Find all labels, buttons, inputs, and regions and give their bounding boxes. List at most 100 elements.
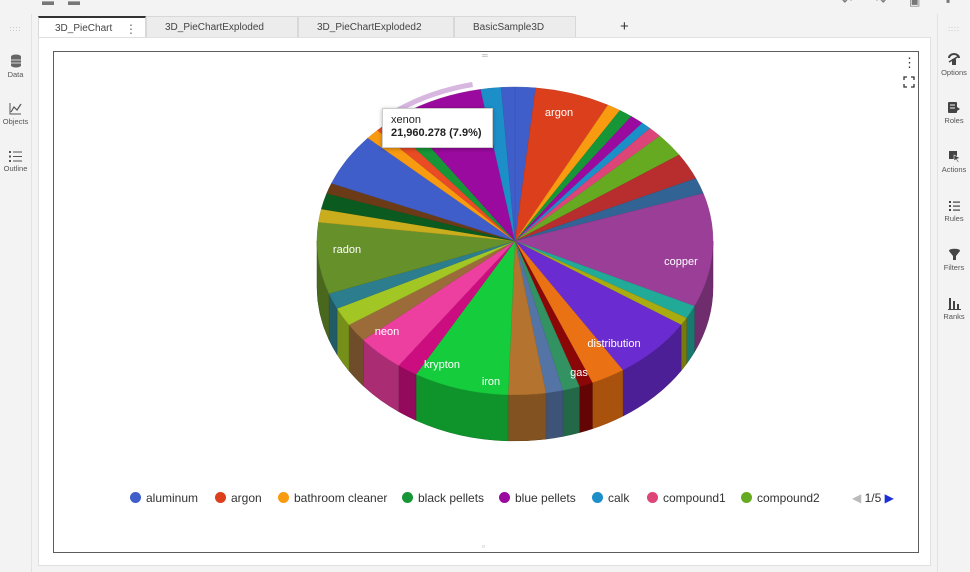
resize-handle-top[interactable]: ═ (482, 51, 488, 60)
tab-menu-icon[interactable]: ⋮ (125, 22, 137, 36)
undo-icon[interactable]: ↶ (842, 0, 853, 8)
pie-labels: argon copper distribution gas iron krypt… (333, 107, 698, 388)
filters-panel-label: Filters (943, 263, 965, 272)
right-panel: :::: Options Roles Actions Rules Filters… (937, 14, 970, 572)
window-control-icon[interactable]: ▬ (42, 0, 54, 8)
pie-slice-side (545, 390, 564, 440)
legend-swatch (499, 492, 510, 503)
legend-label: bathroom cleaner (294, 491, 388, 505)
legend-swatch (215, 492, 226, 503)
tab-label: BasicSample3D (473, 22, 545, 33)
legend-item-compound1[interactable]: compound1 (647, 490, 726, 506)
legend-label: calk (608, 491, 630, 505)
rules-panel-label: Rules (944, 214, 964, 223)
list-icon (9, 151, 22, 162)
ranks-icon (947, 298, 961, 310)
legend-item-black-pellets[interactable]: black pellets (402, 490, 484, 506)
actions-panel-button[interactable]: Actions (938, 150, 970, 174)
pie-label-krypton: krypton (424, 359, 460, 371)
roles-panel-label: Roles (944, 116, 964, 125)
options-panel-button[interactable]: Options (938, 52, 970, 77)
legend-label: compound2 (757, 491, 820, 505)
legend-next-icon[interactable]: ▶ (884, 491, 894, 505)
legend-swatch (402, 492, 413, 503)
actions-panel-label: Actions (941, 165, 967, 174)
panel-grip[interactable]: :::: (9, 26, 22, 33)
rules-panel-button[interactable]: Rules (938, 199, 970, 223)
legend-item-aluminum[interactable]: aluminum (130, 490, 198, 506)
object-menu-icon[interactable]: ⋮ (903, 55, 916, 70)
legend-item-blue-pellets[interactable]: blue pellets (499, 490, 576, 506)
data-panel-button[interactable]: Data (0, 54, 31, 79)
outline-panel-label: Outline (3, 164, 28, 173)
copy-icon[interactable]: ▣ (909, 0, 921, 8)
legend-label: black pellets (418, 491, 485, 505)
pie-tooltip: xenon 21,960.278 (7.9%) (382, 108, 493, 148)
filters-panel-button[interactable]: Filters (938, 248, 970, 272)
pie-slice[interactable] (415, 240, 516, 396)
pie-label-distribution: distribution (587, 338, 640, 350)
add-tab-button[interactable]: + (620, 18, 629, 35)
pie-slice-side (579, 382, 593, 433)
legend-page-indicator: 1/5 (864, 491, 882, 505)
legend-item-compound2[interactable]: compound2 (741, 490, 820, 506)
pie-label-radon: radon (333, 244, 361, 256)
legend-swatch (647, 492, 658, 503)
legend-label: aluminum (146, 491, 199, 505)
ranks-panel-button[interactable]: Ranks (938, 297, 970, 321)
redo-icon[interactable]: ↷ (876, 0, 887, 8)
window-control-icon[interactable]: ▬ (68, 0, 80, 8)
left-panel: :::: Data Objects Outline (0, 14, 32, 572)
tab-3d-piechart[interactable]: 3D_PieChart ⋮ (38, 16, 146, 39)
outline-panel-button[interactable]: Outline (0, 151, 31, 173)
panel-grip[interactable]: :::: (948, 26, 960, 33)
pie-top (316, 82, 714, 396)
maximize-icon[interactable] (903, 76, 915, 91)
legend-swatch (130, 492, 141, 503)
resize-handle-bottom[interactable]: ▫ (482, 542, 485, 551)
legend-pager: ◀ 1/5 ▶ (852, 490, 894, 506)
pie-slice-side (562, 386, 580, 437)
data-panel-label: Data (7, 70, 24, 79)
pie-slice[interactable] (514, 193, 714, 307)
pie-slice[interactable] (500, 86, 516, 242)
actions-icon (948, 151, 961, 163)
options-panel-label: Options (941, 68, 967, 77)
pie-slice-side (398, 365, 417, 421)
line-chart-icon (9, 103, 22, 115)
pie-slice-side (680, 317, 687, 372)
legend-item-bathroom-cleaner[interactable]: bathroom cleaner (278, 490, 387, 506)
ranks-panel-label: Ranks (943, 312, 965, 321)
pie-sides (316, 240, 714, 442)
tab-basic-sample-3d[interactable]: BasicSample3D (454, 16, 576, 38)
roles-panel-button[interactable]: Roles (938, 101, 970, 125)
pie-label-gas: gas (570, 367, 588, 379)
legend-item-argon[interactable]: argon (215, 490, 262, 506)
pie-label-copper: copper (664, 256, 698, 268)
tab-label: 3D_PieChartExploded2 (317, 22, 422, 33)
legend-swatch (592, 492, 603, 503)
tab-strip: 3D_PieChart ⋮ 3D_PieChartExploded 3D_Pie… (38, 14, 931, 39)
legend-prev-icon[interactable]: ◀ (852, 491, 862, 505)
legend-item-calk[interactable]: calk (592, 490, 629, 506)
options-icon (948, 53, 960, 65)
objects-panel-button[interactable]: Objects (0, 102, 31, 126)
rules-icon (948, 201, 960, 211)
legend-swatch (741, 492, 752, 503)
pie-label-argon: argon (545, 107, 573, 119)
pie-slice-side (507, 392, 547, 442)
tooltip-title: xenon (391, 114, 421, 126)
pie-slice-highlight (396, 82, 473, 113)
tab-label: 3D_PieChartExploded (165, 22, 264, 33)
legend-label: blue pellets (515, 491, 576, 505)
tab-3d-piechart-exploded[interactable]: 3D_PieChartExploded (146, 16, 298, 38)
legend-label: compound1 (663, 491, 726, 505)
database-icon (10, 54, 21, 68)
roles-icon (948, 102, 960, 113)
tab-3d-piechart-exploded2[interactable]: 3D_PieChartExploded2 (298, 16, 454, 38)
legend-swatch (278, 492, 289, 503)
pin-icon[interactable]: ▪ (946, 0, 951, 8)
filter-icon (948, 248, 960, 260)
tooltip-value: 21,960.278 (7.9%) (391, 127, 482, 139)
